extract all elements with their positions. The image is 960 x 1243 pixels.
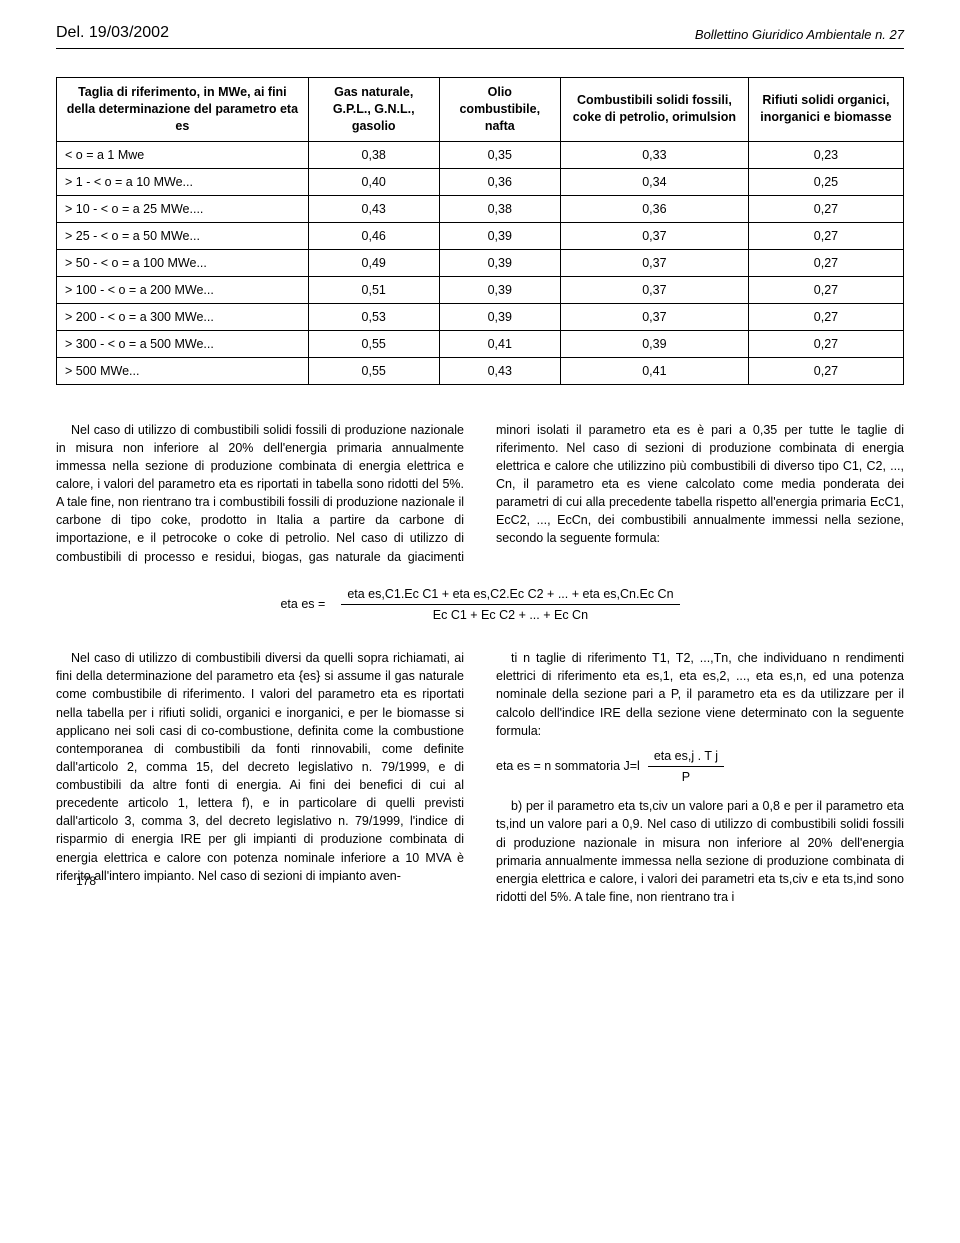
table-row: > 200 - < o = a 300 MWe... 0,53 0,39 0,3… [57,303,904,330]
formula2-fraction: eta es,j . T j P [648,748,724,786]
row-label: > 25 - < o = a 50 MWe... [57,222,309,249]
formula-fraction: eta es,C1.Ec C1 + eta es,C2.Ec C2 + ... … [341,586,679,624]
cell: 0,27 [748,303,903,330]
cell: 0,37 [560,276,748,303]
cell: 0,49 [308,249,439,276]
del-label: Del. 19/03/2002 [56,24,169,42]
row-label: > 500 MWe... [57,357,309,384]
cell: 0,27 [748,330,903,357]
paragraph-2b: ti n taglie di riferimento T1, T2, ...,T… [496,649,904,740]
table-row: > 100 - < o = a 200 MWe... 0,51 0,39 0,3… [57,276,904,303]
formula-numerator: eta es,C1.Ec C1 + eta es,C2.Ec C2 + ... … [341,586,679,605]
table-row: > 500 MWe... 0,55 0,43 0,41 0,27 [57,357,904,384]
table-row: > 10 - < o = a 25 MWe.... 0,43 0,38 0,36… [57,195,904,222]
parameter-table: Taglia di riferimento, in MWe, ai fini d… [56,77,904,385]
cell: 0,27 [748,357,903,384]
row-label: < o = a 1 Mwe [57,141,309,168]
formula-denominator: Ec C1 + Ec C2 + ... + Ec Cn [427,605,594,623]
paragraph-2c: b) per il parametro eta ts,civ un valore… [496,797,904,906]
cell: 0,39 [439,276,560,303]
paragraph-1: Nel caso di utilizzo di combustibili sol… [56,421,904,566]
col-header-olio: Olio combustibile, nafta [439,78,560,142]
paragraph-block-1: Nel caso di utilizzo di combustibili sol… [56,421,904,566]
row-label: > 200 - < o = a 300 MWe... [57,303,309,330]
cell: 0,27 [748,249,903,276]
table-header-row: Taglia di riferimento, in MWe, ai fini d… [57,78,904,142]
cell: 0,37 [560,303,748,330]
cell: 0,33 [560,141,748,168]
cell: 0,25 [748,168,903,195]
paragraph-2a: Nel caso di utilizzo di combustibili div… [56,649,464,885]
cell: 0,38 [308,141,439,168]
table-row: > 50 - < o = a 100 MWe... 0,49 0,39 0,37… [57,249,904,276]
cell: 0,53 [308,303,439,330]
cell: 0,41 [439,330,560,357]
cell: 0,43 [439,357,560,384]
formula2-lhs: eta es = n sommatoria J=l [496,757,640,775]
cell: 0,39 [439,222,560,249]
cell: 0,37 [560,222,748,249]
col-header-rifiuti: Rifiuti solidi organici, inorganici e bi… [748,78,903,142]
cell: 0,41 [560,357,748,384]
formula-lhs: eta es = [280,597,325,611]
table-row: > 300 - < o = a 500 MWe... 0,55 0,41 0,3… [57,330,904,357]
cell: 0,36 [560,195,748,222]
row-label: > 50 - < o = a 100 MWe... [57,249,309,276]
row-label: > 10 - < o = a 25 MWe.... [57,195,309,222]
cell: 0,39 [560,330,748,357]
cell: 0,55 [308,330,439,357]
formula-eta-es-weighted: eta es = eta es,C1.Ec C1 + eta es,C2.Ec … [56,586,904,624]
cell: 0,51 [308,276,439,303]
cell: 0,55 [308,357,439,384]
cell: 0,27 [748,222,903,249]
row-label: > 1 - < o = a 10 MWe... [57,168,309,195]
cell: 0,39 [439,303,560,330]
cell: 0,39 [439,249,560,276]
bulletin-title: Bollettino Giuridico Ambientale n. 27 [695,27,904,42]
page-header: Del. 19/03/2002 Bollettino Giuridico Amb… [56,24,904,42]
page-number: 178 [76,874,96,888]
table-row: > 1 - < o = a 10 MWe... 0,40 0,36 0,34 0… [57,168,904,195]
cell: 0,35 [439,141,560,168]
cell: 0,27 [748,195,903,222]
formula2-numerator: eta es,j . T j [648,748,724,767]
row-label: > 100 - < o = a 200 MWe... [57,276,309,303]
cell: 0,27 [748,276,903,303]
cell: 0,34 [560,168,748,195]
table-row: < o = a 1 Mwe 0,38 0,35 0,33 0,23 [57,141,904,168]
col-header-gas: Gas naturale, G.P.L., G.N.L., gasolio [308,78,439,142]
cell: 0,40 [308,168,439,195]
table-body: < o = a 1 Mwe 0,38 0,35 0,33 0,23 > 1 - … [57,141,904,384]
paragraph-block-2: Nel caso di utilizzo di combustibili div… [56,649,904,906]
cell: 0,46 [308,222,439,249]
formula2-denominator: P [676,767,696,785]
col-header-taglia: Taglia di riferimento, in MWe, ai fini d… [57,78,309,142]
cell: 0,38 [439,195,560,222]
cell: 0,43 [308,195,439,222]
row-label: > 300 - < o = a 500 MWe... [57,330,309,357]
cell: 0,23 [748,141,903,168]
table-row: > 25 - < o = a 50 MWe... 0,46 0,39 0,37 … [57,222,904,249]
cell: 0,36 [439,168,560,195]
formula-eta-es-sum: eta es = n sommatoria J=l eta es,j . T j… [496,748,724,786]
header-rule [56,48,904,49]
cell: 0,37 [560,249,748,276]
col-header-solidi: Combustibili solidi fossili, coke di pet… [560,78,748,142]
